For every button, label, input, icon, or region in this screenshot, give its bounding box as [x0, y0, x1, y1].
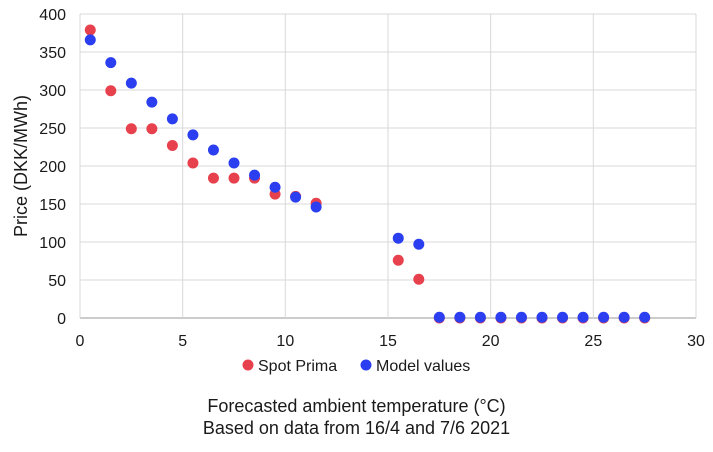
data-point [454, 311, 466, 323]
data-point [187, 129, 199, 141]
y-tick-label: 300 [39, 83, 66, 100]
x-tick-label: 15 [379, 333, 397, 350]
legend-label: Model values [376, 358, 470, 375]
x-tick-label: 0 [76, 333, 85, 350]
data-point [125, 77, 137, 89]
data-point [515, 311, 527, 323]
data-point [105, 85, 117, 97]
data-point [413, 238, 425, 250]
legend: Spot Prima Model values [242, 358, 470, 375]
data-point [146, 96, 158, 108]
data-point [146, 123, 158, 135]
data-points [84, 24, 651, 324]
data-point [577, 311, 589, 323]
data-point [310, 201, 322, 213]
data-point [166, 113, 178, 125]
data-point [495, 311, 507, 323]
y-tick-label: 200 [39, 159, 66, 176]
data-point [598, 311, 610, 323]
y-tick-label: 100 [39, 235, 66, 252]
data-point [433, 311, 445, 323]
data-point [413, 273, 425, 285]
data-point [536, 311, 548, 323]
legend-marker [242, 359, 254, 371]
data-point [290, 191, 302, 203]
y-tick-label: 150 [39, 197, 66, 214]
y-axis-title: Price (DKK/MWh) [11, 95, 31, 237]
y-tick-label: 400 [39, 7, 66, 24]
x-axis-title: Forecasted ambient temperature (°C) [207, 396, 506, 416]
data-point [207, 144, 219, 156]
data-point [392, 232, 404, 244]
data-point [228, 157, 240, 169]
x-tick-labels: 0 5 10 15 20 25 30 [76, 333, 705, 350]
series-spot-prima [84, 24, 651, 324]
legend-label: Spot Prima [258, 358, 337, 375]
y-tick-label: 250 [39, 121, 66, 138]
data-point [125, 123, 137, 135]
x-tick-label: 25 [584, 333, 602, 350]
data-point [228, 172, 240, 184]
x-tick-label: 5 [178, 333, 187, 350]
data-point [618, 311, 630, 323]
grid-lines [79, 13, 697, 319]
data-point [392, 254, 404, 266]
data-point [207, 172, 219, 184]
data-point [84, 24, 96, 36]
y-tick-label: 350 [39, 45, 66, 62]
x-tick-label: 10 [276, 333, 294, 350]
data-point [187, 157, 199, 169]
data-point [249, 169, 261, 181]
data-point [84, 34, 96, 46]
chart-subtitle: Based on data from 16/4 and 7/6 2021 [202, 418, 511, 438]
legend-marker [360, 359, 372, 371]
x-tick-label: 20 [482, 333, 500, 350]
y-tick-labels: 0 50 100 150 200 250 300 350 400 [39, 7, 66, 328]
data-point [557, 311, 569, 323]
data-point [166, 139, 178, 151]
x-tick-label: 30 [687, 333, 705, 350]
data-point [639, 311, 651, 323]
data-point [269, 181, 281, 193]
data-point [474, 311, 486, 323]
y-tick-label: 50 [48, 273, 66, 290]
y-tick-label: 0 [57, 311, 66, 328]
series-model-values [84, 34, 651, 323]
data-point [105, 57, 117, 69]
